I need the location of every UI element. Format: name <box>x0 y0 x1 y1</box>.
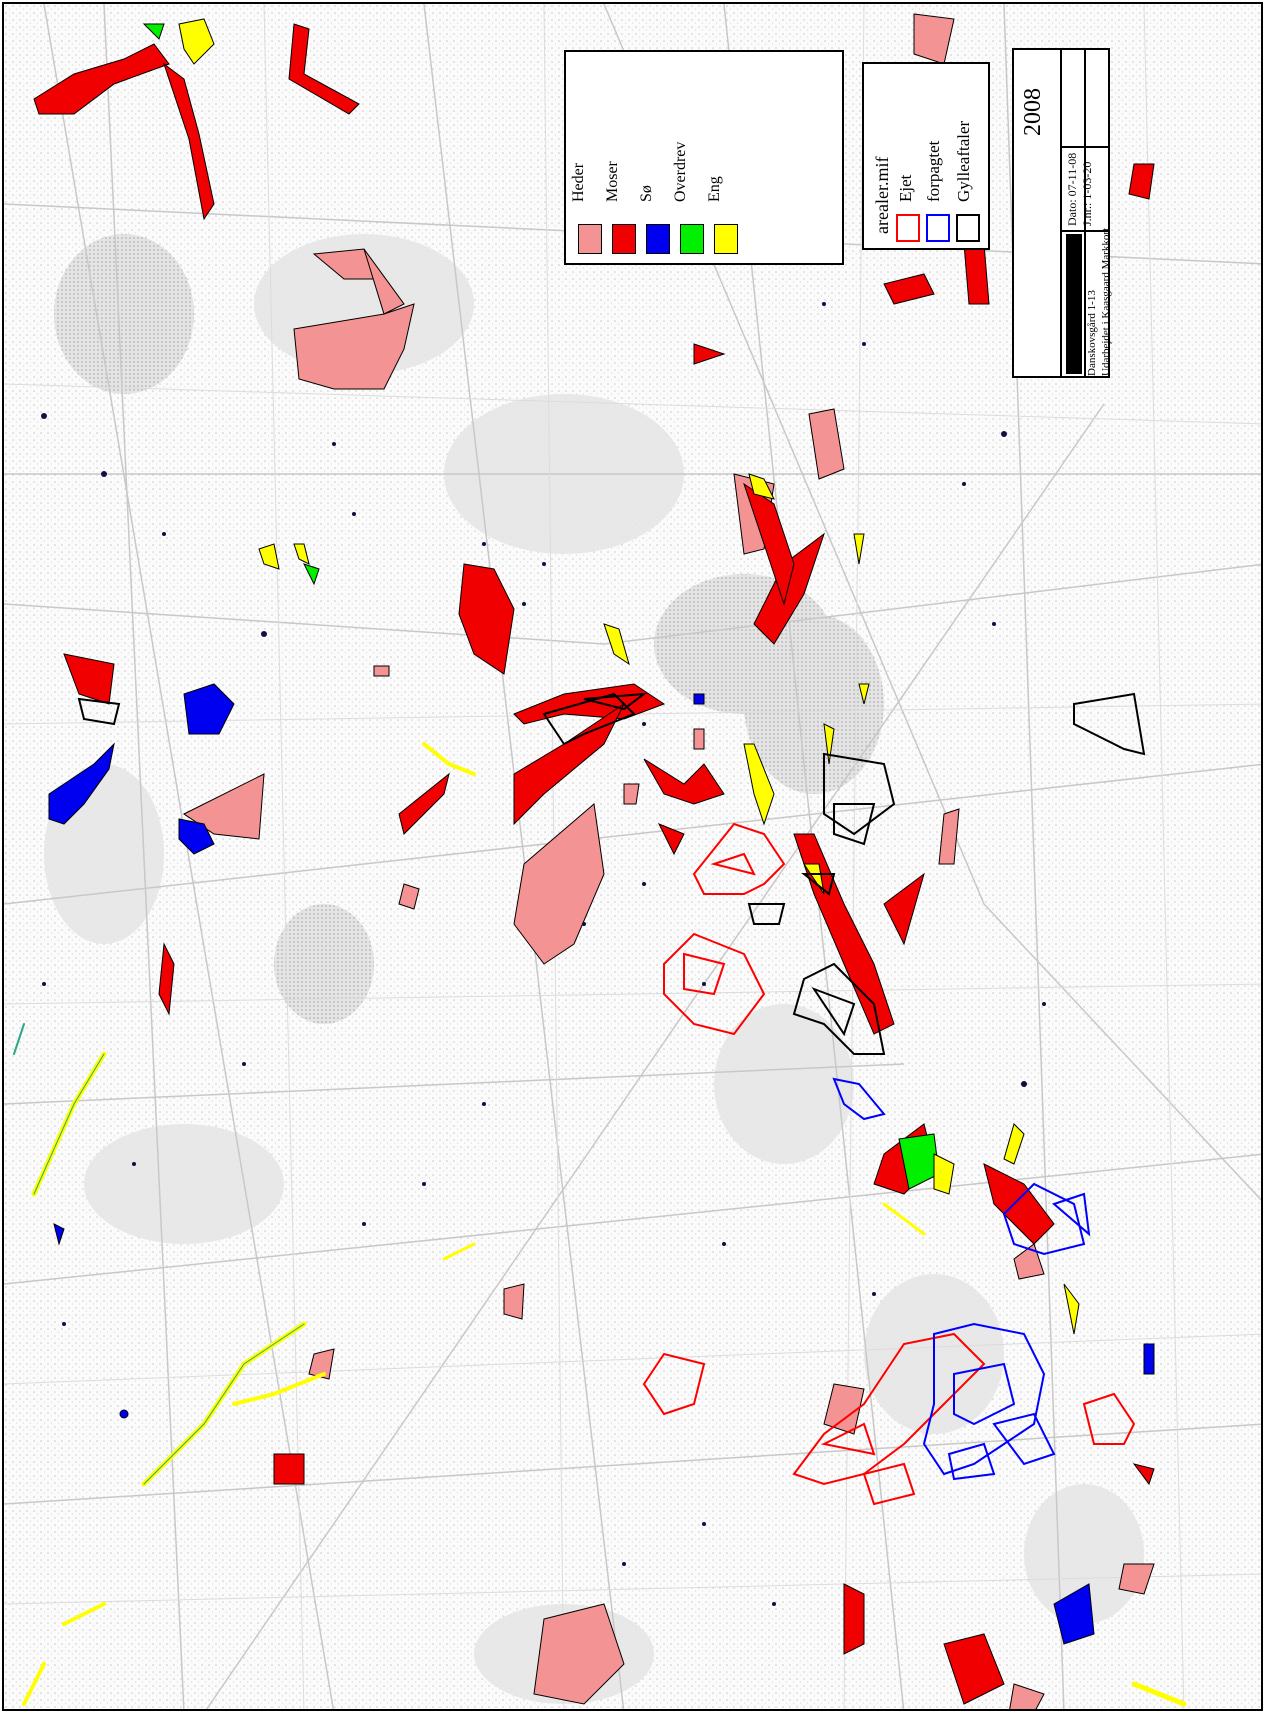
map-journal-number: J.nr.: 1-03-20 <box>1080 161 1094 226</box>
eng-areas <box>178 18 1080 1335</box>
map-owner: Udarbejdet i Kaasgaard Markkort <box>1100 227 1112 376</box>
forpagtet-swatch <box>926 214 950 242</box>
legend-label-gylleaftaler: Gylleaftaler <box>954 120 973 202</box>
map-date: Dato: 07-11-08 <box>1065 152 1079 226</box>
legend-label-moser: Moser <box>604 161 621 202</box>
heder-swatch <box>578 224 602 254</box>
areas-legend: arealer.mif Ejet forpagtet Gylleaftaler <box>862 62 990 250</box>
forpagtet-areas <box>832 1077 1091 1481</box>
map-year: 2008 <box>1020 88 1046 136</box>
info-divider-vertical <box>1060 50 1062 376</box>
areas-legend-title: arealer.mif <box>872 156 892 234</box>
eng-swatch <box>714 224 738 254</box>
moser-swatch <box>612 224 636 254</box>
ejet-swatch <box>896 214 920 242</box>
heder-areas <box>183 13 1155 1709</box>
legend-label-eng: Eng <box>706 176 723 202</box>
legend-label-overdrev: Overdrev <box>672 141 689 202</box>
gylleaftaler-areas <box>77 692 1146 1055</box>
overdrev-areas <box>142 23 940 1190</box>
ejet-areas <box>642 822 1136 1506</box>
soe-areas <box>48 683 1155 1645</box>
legend-label-forpagtet: forpagtet <box>924 140 943 202</box>
legend-label-soe: Sø <box>638 185 655 202</box>
habitat-legend: Heder Moser Sø Overdrev Eng <box>564 50 844 265</box>
legend-label-ejet: Ejet <box>896 174 915 202</box>
scale-bar <box>1066 234 1082 374</box>
overdrev-swatch <box>680 224 704 254</box>
scattered-spots <box>41 252 1046 1606</box>
info-box: 2008 Dato: 07-11-08 J.nr.: 1-03-20 Dansk… <box>1012 48 1112 378</box>
legend-label-heder: Heder <box>570 162 587 202</box>
roads <box>4 4 1261 1709</box>
scale-label: Danskovsgård 1-13 <box>1086 290 1098 376</box>
soe-swatch <box>646 224 670 254</box>
gylleaftaler-swatch <box>956 214 980 242</box>
stream-strips <box>13 742 1187 1707</box>
info-divider-horizontal <box>1084 50 1086 376</box>
moser-areas <box>33 23 1155 1705</box>
